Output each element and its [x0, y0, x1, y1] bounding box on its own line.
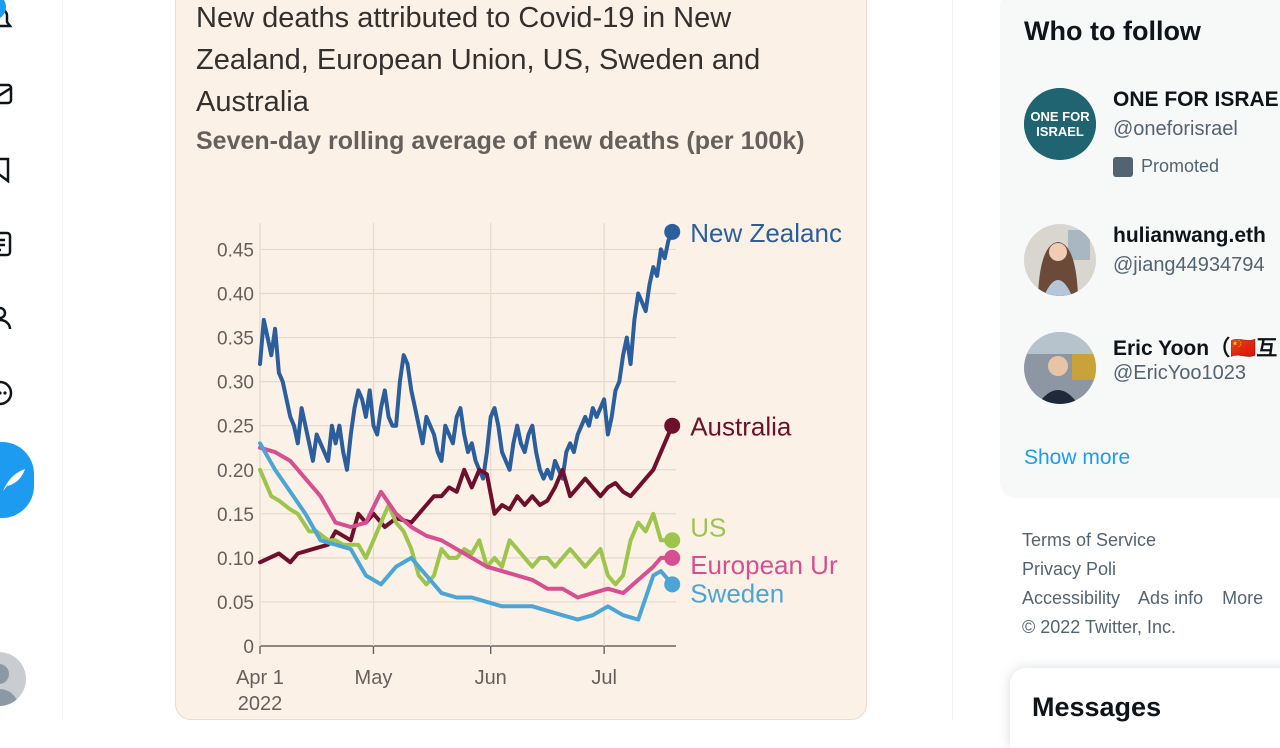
- series-line-european-union: [258, 445, 675, 600]
- right-sidebar: Who to follow ONE FOR ISRAEL ONE FOR ISR…: [952, 0, 1280, 748]
- series-line-new-zealand: [258, 229, 675, 481]
- series-end-dot-new-zealand: [664, 223, 681, 240]
- y-tick-label: 0.15: [217, 505, 254, 526]
- messages-title: Messages: [1032, 692, 1162, 722]
- y-tick-label: 0.45: [217, 240, 254, 261]
- series-line-australia: [258, 423, 675, 565]
- footer-link-accessibility[interactable]: Accessibility: [1022, 588, 1121, 608]
- x-tick-label: 2022: [238, 693, 283, 715]
- account-name[interactable]: Eric Yoon（🇨🇳互: [1113, 337, 1278, 360]
- follow-suggestion[interactable]: hulianwang.eth @jiang44934794: [1000, 224, 1280, 324]
- series-end-dot-sweden: [664, 576, 681, 593]
- series-label-australia: Australia: [690, 412, 792, 442]
- more-circle-icon[interactable]: [0, 379, 14, 407]
- footer-links: Terms of Service Privacy Poli Accessibil…: [1022, 526, 1280, 642]
- account-handle[interactable]: @oneforisrael: [1113, 118, 1238, 140]
- x-tick-label: Apr 1: [236, 667, 284, 689]
- x-tick-label: May: [355, 667, 393, 689]
- tweet-media-chart[interactable]: New deaths attributed to Covid-19 in New…: [175, 0, 867, 720]
- envelope-icon[interactable]: [0, 80, 14, 108]
- avatar[interactable]: [1024, 332, 1096, 404]
- chart-svg: 0 0.05 0.10 0.15 0.20 0.25 0.30 0.35 0.40 0.45 Apr…: [217, 218, 842, 715]
- account-avatar[interactable]: [0, 652, 26, 706]
- feed-column: New deaths attributed to Covid-19 in New…: [62, 0, 953, 720]
- avatar-logo-text-2: ISRAEL: [1036, 124, 1084, 139]
- series-line-sweden: [258, 441, 675, 622]
- footer-copyright: © 2022 Twitter, Inc.: [1022, 617, 1177, 637]
- y-tick-label: 0.05: [217, 593, 254, 614]
- footer-link-more[interactable]: More: [1222, 588, 1264, 608]
- bookmark-icon[interactable]: [0, 156, 14, 184]
- y-tick-label: 0: [243, 637, 254, 658]
- y-tick-label: 0.35: [217, 329, 254, 350]
- avatar-logo-text: ONE FOR: [1030, 109, 1090, 124]
- account-handle[interactable]: @EricYoo1023: [1113, 362, 1246, 384]
- promoted-icon: [1113, 157, 1133, 177]
- chart-ticks: 0 0.05 0.10 0.15 0.20 0.25 0.30 0.35 0.40 0.45 Apr…: [217, 240, 617, 715]
- y-tick-label: 0.25: [217, 417, 254, 438]
- who-to-follow-title: Who to follow: [1024, 16, 1201, 46]
- account-name[interactable]: hulianwang.eth: [1113, 224, 1266, 247]
- chart-series: [258, 223, 681, 622]
- account-name[interactable]: ONE FOR ISRAE: [1113, 88, 1279, 111]
- left-nav: 1: [0, 0, 63, 720]
- footer-link-privacy[interactable]: Privacy Poli: [1022, 559, 1117, 579]
- tweet-button[interactable]: [0, 442, 34, 518]
- notification-badge: 1: [0, 0, 6, 20]
- series-end-dot-european-union: [664, 549, 681, 566]
- account-handle[interactable]: @jiang44934794: [1113, 254, 1265, 276]
- show-more-link[interactable]: Show more: [1024, 446, 1131, 469]
- x-tick-label: Jul: [591, 667, 617, 689]
- promoted-label: Promoted: [1141, 156, 1220, 176]
- follow-suggestion[interactable]: ONE FOR ISRAEL ONE FOR ISRAE @oneforisra…: [1000, 88, 1280, 188]
- avatar[interactable]: ONE FOR ISRAEL: [1024, 88, 1096, 160]
- chart-subtitle: Seven-day rolling average of new deaths …: [196, 127, 805, 155]
- y-tick-label: 0.10: [217, 549, 254, 570]
- y-tick-label: 0.40: [217, 285, 254, 306]
- messages-drawer[interactable]: Messages: [1010, 668, 1280, 748]
- x-tick-label: Jun: [475, 667, 507, 689]
- tweet-feather-icon: [3, 469, 25, 491]
- series-label-sweden: Sweden: [690, 578, 784, 608]
- follow-suggestion[interactable]: Eric Yoon（🇨🇳互 @EricYoo1023: [1000, 332, 1280, 432]
- who-to-follow-panel: Who to follow ONE FOR ISRAEL ONE FOR ISR…: [1000, 0, 1280, 498]
- series-end-dot-us: [664, 532, 681, 549]
- person-icon[interactable]: [0, 304, 14, 332]
- series-line-us: [258, 467, 675, 587]
- series-label-european-union: European Ur: [690, 550, 838, 580]
- series-label-us: US: [690, 512, 726, 542]
- bell-icon[interactable]: 1: [0, 0, 14, 34]
- series-end-dot-australia: [664, 417, 681, 434]
- footer-link-terms[interactable]: Terms of Service: [1022, 530, 1157, 550]
- y-tick-label: 0.30: [217, 373, 254, 394]
- chart-title: New deaths attributed to Covid-19 in New…: [196, 2, 761, 118]
- series-label-new-zealand: New Zealanc: [690, 218, 842, 248]
- avatar[interactable]: [1024, 224, 1096, 296]
- y-tick-label: 0.20: [217, 461, 254, 482]
- footer-link-ads-info[interactable]: Ads info: [1138, 588, 1204, 608]
- list-icon[interactable]: [0, 230, 14, 258]
